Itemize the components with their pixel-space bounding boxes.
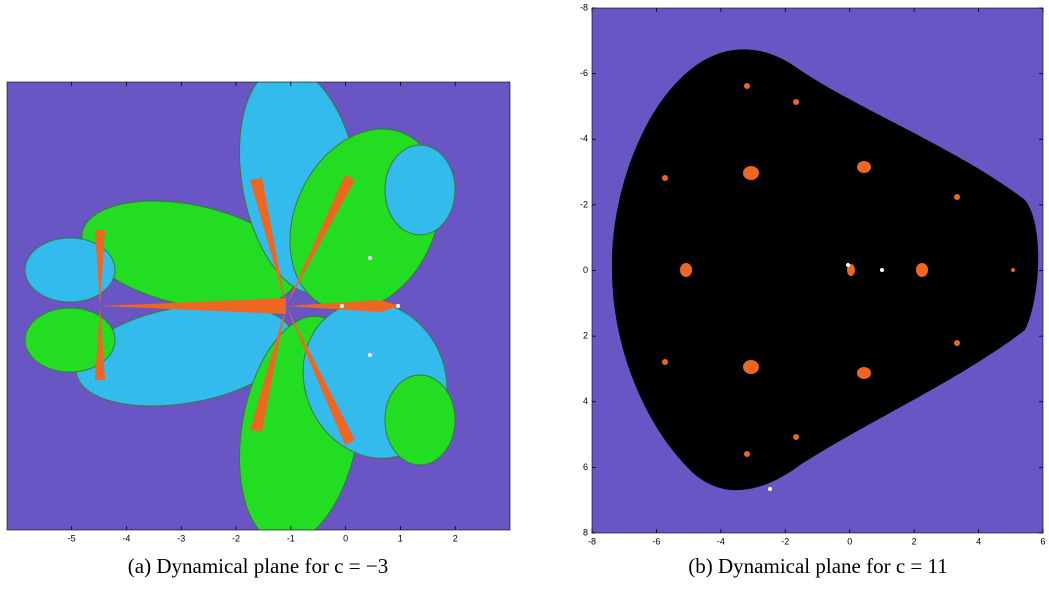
y-tick-label: -2 [580, 199, 588, 209]
x-tick-label: 6 [1040, 536, 1045, 546]
x-tick-label: -4 [122, 533, 130, 543]
x-tick-label: 4 [976, 536, 981, 546]
y-tick-label: 8 [583, 527, 588, 537]
fractal-b [592, 8, 1043, 533]
caption: (a) Dynamical plane for c = −3 [128, 554, 388, 578]
y-tick-label: -8 [580, 2, 588, 12]
y-tick-label: -6 [580, 68, 588, 78]
x-tick-label: 0 [847, 536, 852, 546]
x-tick-label: 2 [912, 536, 917, 546]
x-tick-label: 2 [453, 533, 458, 543]
x-tick-label: -6 [652, 536, 660, 546]
x-tick-label: 0 [343, 533, 348, 543]
x-tick-label: -1 [287, 533, 295, 543]
x-tick-label: 1 [398, 533, 403, 543]
caption: (b) Dynamical plane for c = 11 [688, 554, 947, 578]
x-tick-label: -8 [588, 536, 596, 546]
y-tick-label: 4 [583, 396, 588, 406]
x-tick-label: -2 [232, 533, 240, 543]
x-tick-label: -2 [781, 536, 789, 546]
x-tick-label: -4 [717, 536, 725, 546]
y-tick-label: -4 [580, 134, 588, 144]
x-tick-label: -3 [177, 533, 185, 543]
y-tick-label: 2 [583, 331, 588, 341]
y-tick-label: 6 [583, 462, 588, 472]
x-tick-label: -5 [68, 533, 76, 543]
fractal-a [7, 82, 510, 530]
y-tick-label: 0 [583, 265, 588, 275]
